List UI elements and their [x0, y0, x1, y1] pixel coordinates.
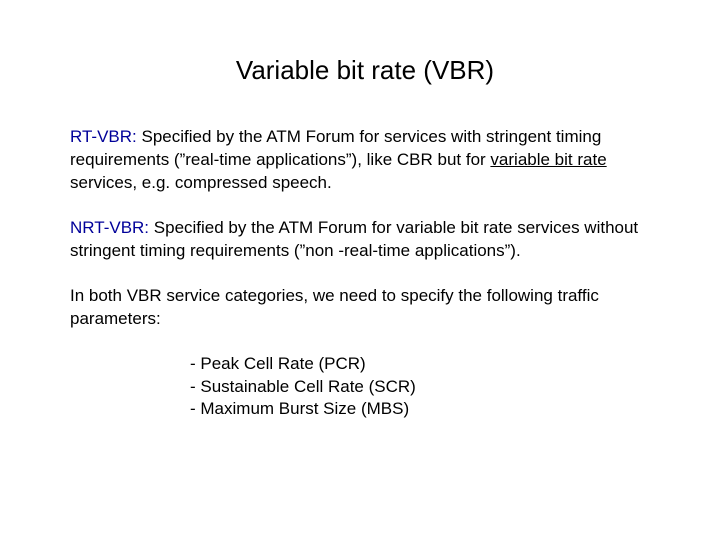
slide: Variable bit rate (VBR) RT-VBR: Specifie… — [0, 0, 720, 540]
params-intro: In both VBR service categories, we need … — [70, 285, 660, 331]
rt-vbr-paragraph: RT-VBR: Specified by the ATM Forum for s… — [70, 126, 660, 195]
rt-vbr-text-b: services, e.g. compressed speech. — [70, 173, 332, 192]
nrt-vbr-text: Specified by the ATM Forum for variable … — [70, 218, 638, 260]
nrt-vbr-paragraph: NRT-VBR: Specified by the ATM Forum for … — [70, 217, 660, 263]
param-pcr: Peak Cell Rate (PCR) — [190, 353, 660, 376]
param-scr: Sustainable Cell Rate (SCR) — [190, 376, 660, 399]
rt-vbr-label: RT-VBR: — [70, 127, 137, 146]
nrt-vbr-label: NRT-VBR: — [70, 218, 149, 237]
rt-vbr-underlined: variable bit rate — [490, 150, 606, 169]
slide-title: Variable bit rate (VBR) — [70, 55, 660, 86]
param-mbs: Maximum Burst Size (MBS) — [190, 398, 660, 421]
params-list: Peak Cell Rate (PCR) Sustainable Cell Ra… — [190, 353, 660, 422]
